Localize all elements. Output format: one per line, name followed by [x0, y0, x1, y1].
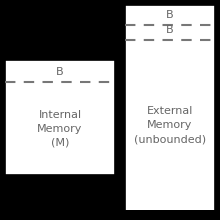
Text: B: B	[166, 10, 174, 20]
Text: B: B	[166, 25, 174, 35]
Text: External
Memory
(unbounded): External Memory (unbounded)	[134, 106, 206, 144]
Text: Internal
Memory
(M): Internal Memory (M)	[37, 110, 83, 147]
Bar	[125, 5, 215, 210]
Text: B: B	[56, 67, 64, 77]
Bar	[5, 60, 115, 175]
